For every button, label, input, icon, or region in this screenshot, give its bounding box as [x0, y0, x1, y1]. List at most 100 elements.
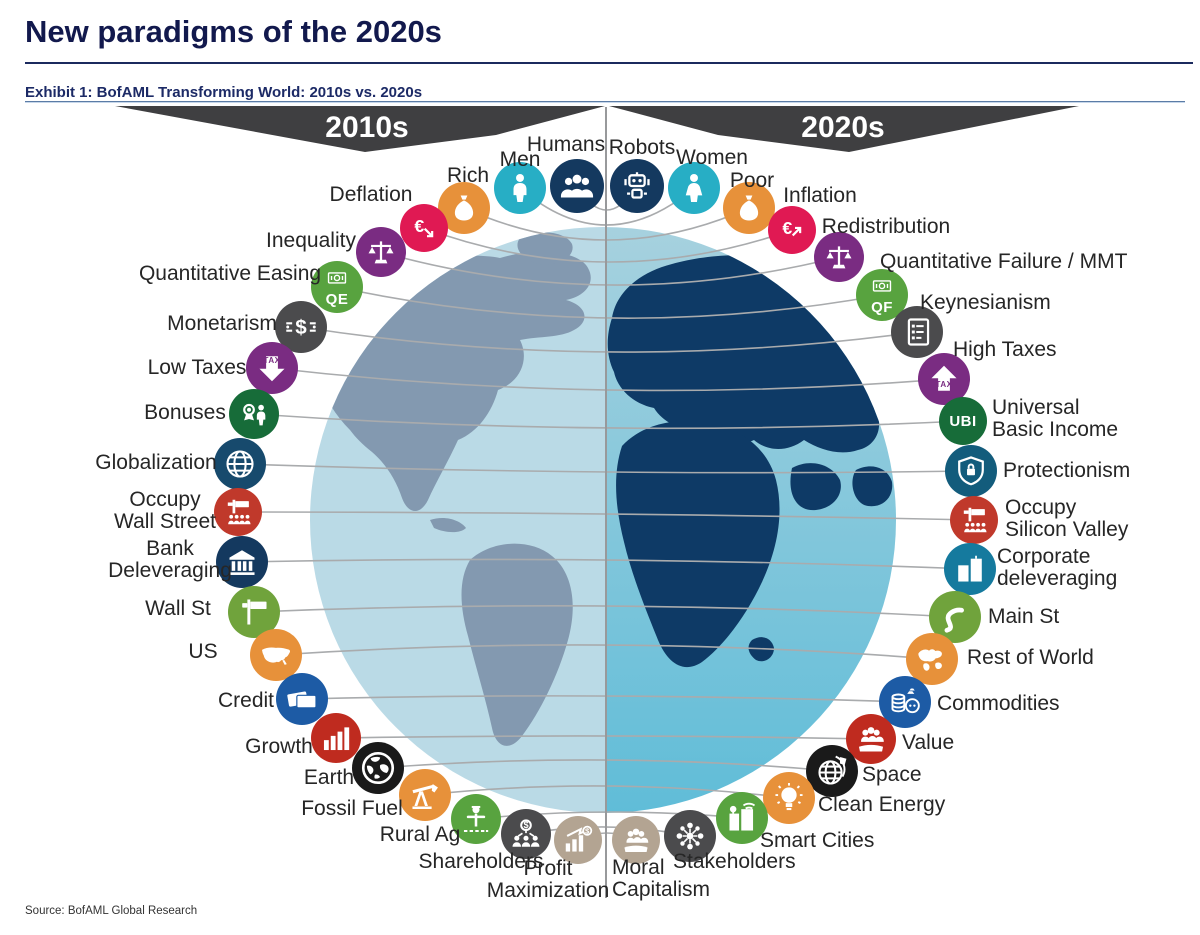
- inflation-icon: [776, 214, 809, 247]
- monetarism-icon: [283, 309, 318, 344]
- paradigm-label-women: Women: [676, 147, 748, 169]
- paradigm-label-fossil-fuel: Fossil Fuel: [301, 798, 403, 820]
- moral-capitalism-icon: [620, 824, 653, 857]
- qf-icon: [866, 274, 898, 298]
- paradigm-label-smart-cities: Smart Cities: [760, 830, 874, 852]
- icon-circle-ubi: UBI: [939, 397, 987, 445]
- exhibit-rule: [25, 101, 1185, 103]
- paradigm-label-credit: Credit: [218, 690, 274, 712]
- corporate-deleveraging-icon: [952, 551, 987, 586]
- paradigm-label-line: Stakeholders: [673, 850, 796, 873]
- icon-circle-stakeholders: [664, 810, 716, 862]
- qe-icon-text: QE: [325, 291, 349, 308]
- paradigm-label-line: Occupy: [1005, 496, 1077, 519]
- deflation-icon: [408, 212, 441, 245]
- paradigm-label-commodities: Commodities: [937, 693, 1060, 715]
- value-icon: [854, 722, 888, 756]
- paradigm-label-line: Universal: [992, 396, 1080, 419]
- robots-icon: [619, 168, 656, 205]
- paradigm-label-wall-st: Wall St: [145, 598, 211, 620]
- paradigm-label-line: Men: [499, 148, 541, 171]
- icon-circle-qe: QE: [311, 261, 363, 313]
- paradigm-label-line: Earth: [303, 766, 355, 789]
- icon-circle-rural-ag: [451, 794, 501, 844]
- paradigm-label-occupy-wall-street: Occupy Wall Street: [114, 489, 216, 533]
- wall-st-icon: [236, 594, 271, 629]
- icon-circle-protectionism: [945, 445, 997, 497]
- banner-2020s-label: 2020s: [801, 111, 885, 144]
- icon-circle-bonuses: [229, 389, 279, 439]
- icon-circle-occupy-wall-street: [214, 488, 262, 536]
- qf-icon-text: QF: [871, 299, 893, 316]
- paradigm-label-main-st: Main St: [988, 606, 1059, 628]
- icon-circle-qf: QF: [856, 269, 908, 321]
- paradigm-label-line: Value: [902, 731, 955, 754]
- paradigm-label-line: Profit: [523, 857, 573, 880]
- paradigm-label-line: Humans: [526, 133, 606, 156]
- poor-icon: [731, 190, 766, 225]
- paradigm-label-line: Bank: [146, 537, 194, 560]
- icon-circle-men: [494, 162, 546, 214]
- paradigm-label-line: Inflation: [783, 184, 857, 207]
- icon-circle-space: [806, 745, 858, 797]
- banner-2010s-label: 2010s: [325, 111, 409, 144]
- icon-circle-bank-deleveraging: [216, 536, 268, 588]
- high-taxes-icon-text: TAX: [935, 380, 953, 390]
- icon-circle-deflation: [400, 204, 448, 252]
- paradigm-label-monetarism: Monetarism: [167, 313, 277, 335]
- paradigm-label-line: Deflation: [329, 183, 413, 206]
- paradigm-label-line: Clean Energy: [818, 793, 946, 816]
- paradigm-label-keynesianism: Keynesianism: [920, 292, 1051, 314]
- paradigm-label-line: Basic Income: [992, 418, 1119, 441]
- paradigm-label-earth: Earth: [304, 767, 354, 789]
- paradigm-label-line: Deleveraging: [108, 559, 232, 582]
- paradigm-label-line: Redistribution: [821, 215, 951, 238]
- icon-circle-high-taxes: TAX: [918, 353, 970, 405]
- icon-circle-humans: [550, 159, 604, 213]
- redistribution-icon: [822, 240, 856, 274]
- title-rule: [25, 62, 1193, 64]
- source-note: Source: BofAML Global Research: [25, 905, 198, 917]
- bonuses-icon: [237, 397, 271, 431]
- icon-circle-inflation: [768, 206, 816, 254]
- paradigm-label-line: Smart Cities: [760, 829, 875, 852]
- icon-circle-keynesianism: [891, 306, 943, 358]
- stakeholders-icon: [672, 818, 707, 853]
- globalization-icon: [222, 446, 257, 481]
- icon-circle-shareholders: [501, 809, 551, 859]
- women-icon: [676, 170, 711, 205]
- paradigm-label-line: Shareholders: [418, 850, 544, 873]
- paradigm-label-line: Bonuses: [144, 401, 226, 424]
- icon-circle-profit-maximization: [554, 816, 602, 864]
- credit-icon: [284, 681, 319, 716]
- men-icon: [502, 170, 537, 205]
- paradigm-label-line: Wall St: [145, 597, 211, 620]
- space-icon: [814, 753, 849, 788]
- icon-circle-fossil-fuel: [399, 769, 451, 821]
- arc-growth-value: [335, 735, 872, 740]
- paradigm-label-line: Rural Ag: [379, 823, 461, 846]
- paradigm-label-us: US: [188, 641, 217, 663]
- icon-circle-corporate-deleveraging: [944, 543, 996, 595]
- paradigm-label-robots: Robots: [609, 137, 676, 159]
- humans-icon: [559, 168, 596, 205]
- paradigm-label-line: Low Taxes: [147, 356, 247, 379]
- paradigm-label-globalization: Globalization: [95, 452, 216, 474]
- paradigm-label-line: US: [188, 640, 218, 663]
- paradigm-label-line: Occupy: [129, 488, 201, 511]
- paradigm-label-growth: Growth: [245, 736, 313, 758]
- paradigm-label-men: Men: [500, 149, 541, 171]
- paradigm-label-high-taxes: High Taxes: [953, 339, 1057, 361]
- paradigm-label-line: Women: [676, 146, 748, 169]
- paradigm-label-rest-of-world: Rest of World: [967, 647, 1094, 669]
- shareholders-icon: [509, 817, 543, 851]
- low-taxes-icon-text: TAX: [263, 355, 281, 365]
- paradigm-label-line: Protectionism: [1003, 459, 1131, 482]
- clean-energy-icon: [771, 780, 806, 815]
- icon-circle-low-taxes: TAX: [246, 342, 298, 394]
- inequality-icon: [364, 235, 398, 269]
- paradigm-label-line: Growth: [245, 735, 313, 758]
- paradigm-label-bonuses: Bonuses: [144, 402, 226, 424]
